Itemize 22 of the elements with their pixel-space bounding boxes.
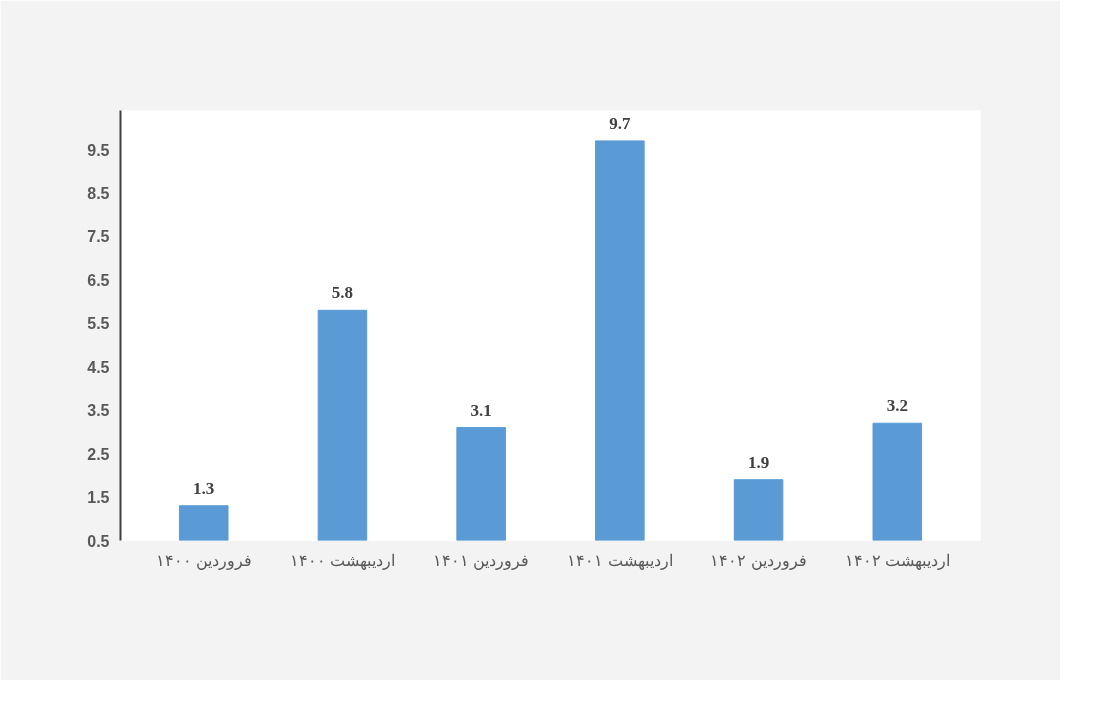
y-tick-label: 0.5	[87, 532, 110, 550]
x-tick-label: فروردین ۱۴۰۲	[710, 551, 807, 570]
x-tick-label: اردیبهشت ۱۴۰۱	[567, 551, 673, 570]
y-tick-label: 6.5	[87, 271, 110, 289]
data-label: 1.9	[747, 452, 770, 472]
x-tick-label: اردیبهشت ۱۴۰۲	[844, 551, 950, 570]
y-tick-label: 7.5	[87, 228, 110, 246]
y-tick-label: 2.5	[87, 445, 110, 463]
data-label: 9.7	[609, 113, 631, 133]
x-tick-label: فروردین ۱۴۰۱	[432, 551, 530, 570]
y-tick-label: 3.5	[87, 402, 110, 420]
x-tick-label: اردیبهشت ۱۴۰۰	[289, 551, 396, 570]
y-tick-label: 1.5	[87, 489, 110, 507]
x-tick-label: فروردین ۱۴۰۰	[155, 551, 252, 570]
y-tick-label: 5.5	[87, 315, 110, 333]
data-label: 3.1	[470, 400, 492, 420]
data-label: 5.8	[331, 283, 354, 303]
y-tick-label: 9.5	[87, 141, 110, 159]
y-tick-label: 4.5	[87, 358, 110, 376]
y-tick-label: 8.5	[87, 185, 110, 203]
data-label: 3.2	[886, 396, 908, 416]
data-label: 1.3	[193, 478, 215, 498]
